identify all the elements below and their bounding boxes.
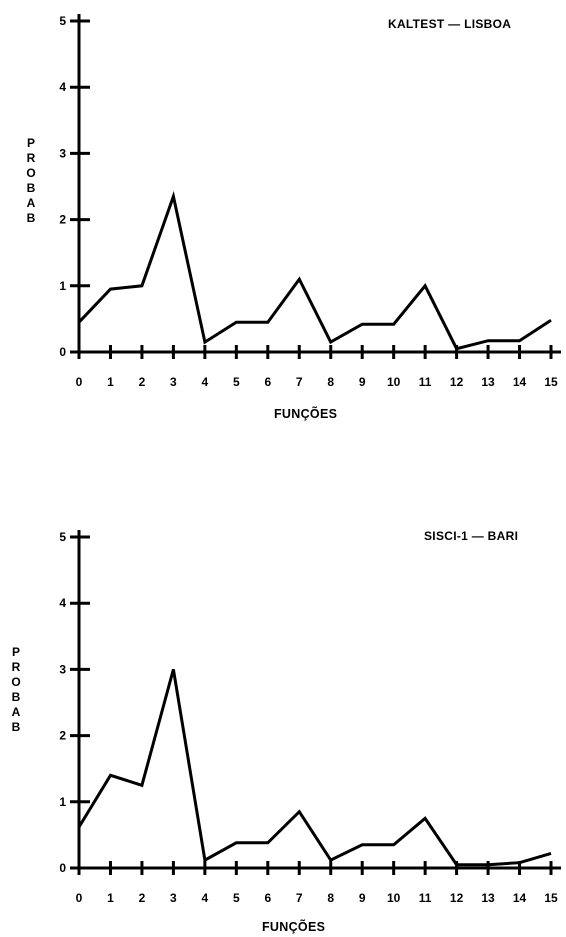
x-tick-label: 7 [296,375,303,389]
x-tick-label: 1 [107,891,114,905]
y-tick-label: 1 [59,279,66,293]
x-tick-label: 2 [139,375,146,389]
chart-title: SISCI-1 — BARI [424,529,519,543]
x-tick-label: 9 [359,375,366,389]
x-tick-label: 7 [296,891,303,905]
x-axis-label: FUNÇÕES [274,407,338,421]
y-tick-label: 0 [59,861,66,875]
x-tick-label: 1 [107,375,114,389]
y-tick-label: 5 [59,530,66,544]
x-tick-label: 15 [544,375,558,389]
y-axis-label: PROBAB [11,645,21,734]
y-tick-label: 4 [59,80,66,94]
x-tick-label: 14 [513,375,527,389]
series-line [77,669,552,867]
x-tick-label: 0 [76,375,83,389]
y-axis-label: PROBAB [26,136,36,225]
x-tick-label: 5 [233,375,240,389]
y-tick-label: 2 [59,213,66,227]
x-tick-label: 3 [170,375,177,389]
x-tick-label: 3 [170,891,177,905]
chart-title: KALTEST — LISBOA [388,17,512,31]
x-axis-label: FUNÇÕES [262,920,326,934]
x-tick-label: 13 [481,375,495,389]
y-tick-label: 1 [59,795,66,809]
x-tick-label: 12 [450,375,464,389]
x-tick-label: 14 [513,891,527,905]
x-tick-label: 11 [419,891,432,905]
x-tick-label: 6 [264,375,271,389]
y-tick-label: 3 [59,146,66,160]
x-tick-label: 8 [327,375,334,389]
y-tick-label: 0 [59,345,66,359]
x-tick-label: 4 [202,375,209,389]
series-line [77,190,552,351]
x-tick-label: 8 [327,891,334,905]
x-tick-label: 5 [233,891,240,905]
x-tick-label: 11 [419,375,432,389]
y-tick-label: 4 [59,596,66,610]
x-tick-label: 2 [139,891,146,905]
y-tick-label: 2 [59,729,66,743]
x-tick-label: 4 [202,891,209,905]
x-tick-label: 13 [481,891,495,905]
x-tick-label: 0 [76,891,83,905]
x-tick-label: 6 [264,891,271,905]
y-tick-label: 5 [59,14,66,28]
x-tick-label: 9 [359,891,366,905]
x-tick-label: 15 [544,891,558,905]
x-tick-label: 10 [387,891,401,905]
y-tick-label: 3 [59,662,66,676]
x-tick-label: 10 [387,375,401,389]
x-tick-label: 12 [450,891,464,905]
